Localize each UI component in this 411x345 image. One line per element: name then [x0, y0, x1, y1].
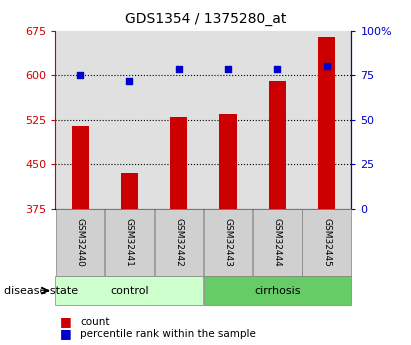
Bar: [72, 126, 89, 209]
Point: [126, 78, 133, 83]
Text: GSM32440: GSM32440: [76, 218, 85, 267]
Bar: [204, 276, 351, 305]
Point: [175, 67, 182, 72]
Point: [274, 67, 281, 72]
Bar: [155, 209, 203, 276]
Point: [225, 67, 231, 72]
Text: ■: ■: [60, 315, 72, 328]
Bar: [170, 117, 187, 209]
Text: GSM32442: GSM32442: [174, 218, 183, 267]
Bar: [253, 209, 302, 276]
Bar: [269, 81, 286, 209]
Text: GSM32443: GSM32443: [224, 218, 233, 267]
Bar: [121, 173, 138, 209]
Bar: [55, 276, 203, 305]
Text: GSM32441: GSM32441: [125, 218, 134, 267]
Point: [323, 63, 330, 68]
Bar: [219, 114, 237, 209]
Text: GSM32445: GSM32445: [322, 218, 331, 267]
Bar: [56, 209, 104, 276]
Text: control: control: [110, 286, 149, 296]
Text: disease state: disease state: [4, 286, 78, 296]
Bar: [105, 209, 154, 276]
Text: cirrhosis: cirrhosis: [254, 286, 301, 296]
Text: GSM32444: GSM32444: [273, 218, 282, 267]
Text: GDS1354 / 1375280_at: GDS1354 / 1375280_at: [125, 12, 286, 26]
Text: ■: ■: [60, 327, 72, 341]
Text: count: count: [80, 317, 110, 326]
Point: [77, 73, 83, 78]
Bar: [302, 209, 351, 276]
Bar: [318, 37, 335, 209]
Bar: [204, 209, 252, 276]
Text: percentile rank within the sample: percentile rank within the sample: [80, 329, 256, 339]
